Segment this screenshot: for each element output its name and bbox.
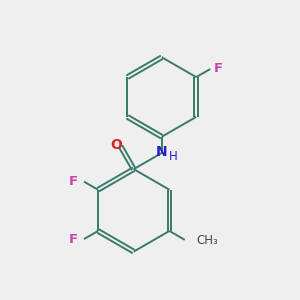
Text: O: O <box>110 138 122 152</box>
Text: N: N <box>156 146 168 159</box>
Text: H: H <box>169 150 177 163</box>
Text: F: F <box>69 232 78 246</box>
Text: F: F <box>214 62 223 75</box>
Text: F: F <box>69 175 78 188</box>
Text: CH₃: CH₃ <box>196 234 218 247</box>
